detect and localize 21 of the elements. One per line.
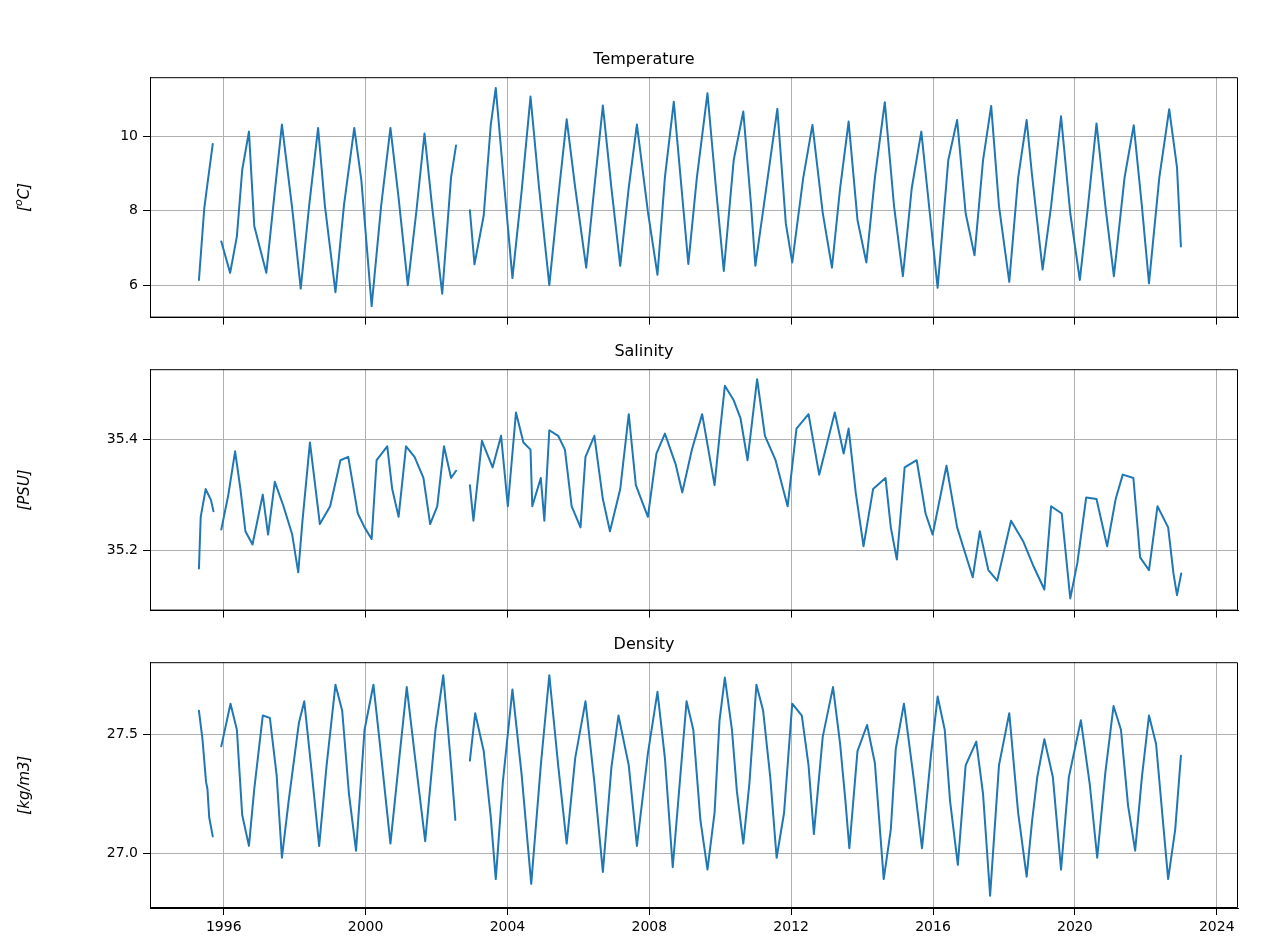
- y-tick-label: 35.4: [106, 429, 139, 446]
- chart-title: Salinity: [614, 340, 674, 360]
- y-tick-label: 10: [120, 126, 138, 143]
- x-tick-label: 1996: [205, 918, 242, 935]
- y-tick-label: 8: [129, 201, 138, 218]
- y-tick-label: 27.5: [106, 725, 138, 742]
- x-tick-label: 2004: [489, 918, 526, 935]
- y-axis-title: [kg/m3]: [15, 755, 33, 815]
- x-tick-label: 2000: [347, 918, 384, 935]
- chart-title: Density: [613, 633, 675, 653]
- x-tick-label: 2008: [631, 918, 668, 935]
- y-axis-title: [oC]: [12, 182, 33, 212]
- chart-title: Temperature: [592, 48, 695, 68]
- y-tick-label: 6: [129, 275, 139, 292]
- x-tick-label: 2012: [773, 918, 809, 935]
- x-tick-label: 2024: [1198, 918, 1235, 935]
- x-tick-label: 2016: [915, 918, 951, 935]
- x-tick-label: 2020: [1057, 918, 1093, 935]
- y-tick-label: 35.2: [106, 540, 138, 557]
- y-axis-title: [PSU]: [15, 469, 33, 511]
- y-tick-label: 27.0: [106, 843, 138, 860]
